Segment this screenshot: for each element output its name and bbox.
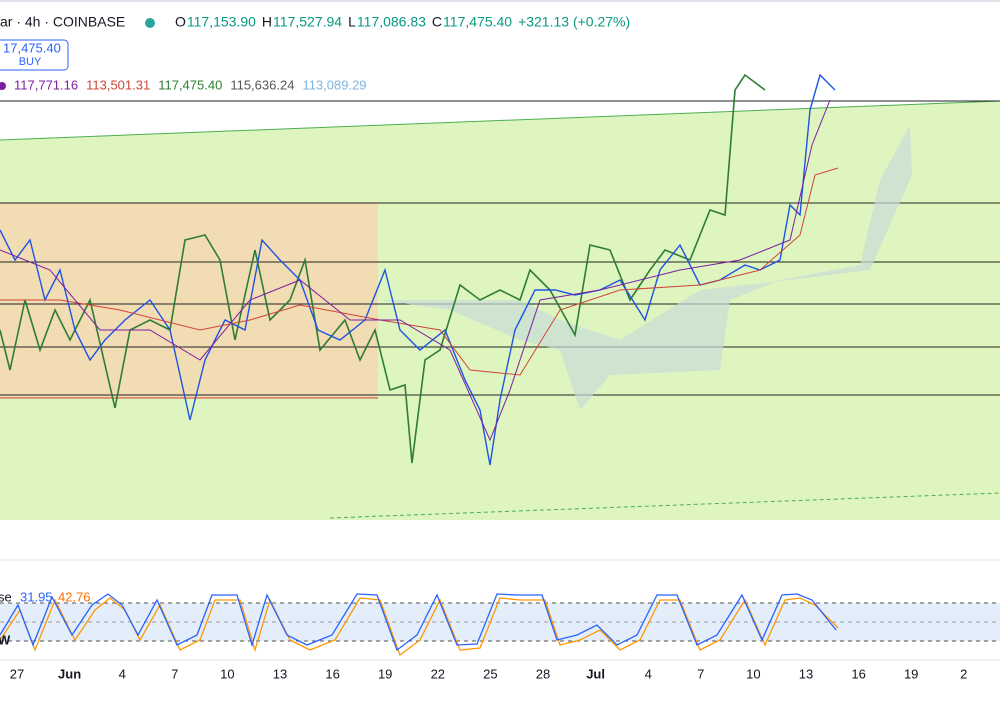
conversion-line	[0, 99, 831, 442]
ohlc-key: L	[348, 14, 356, 30]
stoch-d-value: 42.76	[58, 589, 91, 604]
x-axis-label: 7	[171, 666, 178, 681]
ohlc-value: 117,475.40	[443, 14, 512, 30]
x-axis-label: 10	[746, 666, 760, 681]
x-axis-label: 13	[799, 666, 813, 681]
x-axis-label: 4	[119, 666, 126, 681]
stoch-name: se	[0, 589, 12, 604]
stoch-k	[0, 593, 837, 652]
x-axis-label: 22	[431, 666, 445, 681]
buy-price: 17,475.40	[3, 40, 61, 55]
x-axis-label: 7	[697, 666, 704, 681]
ohlc-key: C	[432, 14, 442, 30]
buy-button[interactable]	[0, 39, 69, 71]
stoch-side-label: W	[0, 632, 11, 647]
ohlc-key: O	[175, 14, 186, 30]
stoch-k-value: 31.95	[20, 589, 53, 604]
x-axis-label: 2	[960, 666, 967, 681]
lagging-line	[0, 73, 766, 464]
x-axis-label: 28	[536, 666, 550, 681]
ohlc-value: 117,527.94	[273, 14, 342, 30]
indicator-value: 117,475.40	[158, 77, 222, 92]
x-axis-label: Jul	[586, 666, 605, 681]
indicator-value: 113,089.29	[302, 77, 366, 92]
x-axis-label: 25	[483, 666, 497, 681]
symbol: ar · 4h · COINBASE	[0, 14, 125, 30]
x-axis-label: 19	[378, 666, 392, 681]
status-dot	[145, 18, 155, 28]
x-axis-label: 19	[904, 666, 918, 681]
ohlc-value: 117,153.90	[187, 14, 256, 30]
x-axis-label: 27	[10, 666, 24, 681]
base-line	[0, 167, 839, 376]
x-axis-label: 16	[851, 666, 865, 681]
x-axis-label: 13	[273, 666, 287, 681]
ohlc-value: 117,086.83	[357, 14, 426, 30]
indicator-value: 117,771.16	[14, 77, 78, 92]
change: +321.13 (+0.27%)	[518, 14, 630, 30]
x-axis-label: Jun	[58, 666, 81, 681]
buy-label: BUY	[19, 56, 42, 68]
x-axis-label: 4	[645, 666, 652, 681]
ohlc-key: H	[262, 14, 272, 30]
x-axis-label: 10	[220, 666, 234, 681]
x-axis-label: 16	[325, 666, 339, 681]
trend-line	[0, 100, 1000, 141]
indicator-value: 115,636.24	[230, 77, 294, 92]
indicator-value: 113,501.31	[86, 77, 150, 92]
cloud	[380, 125, 912, 410]
